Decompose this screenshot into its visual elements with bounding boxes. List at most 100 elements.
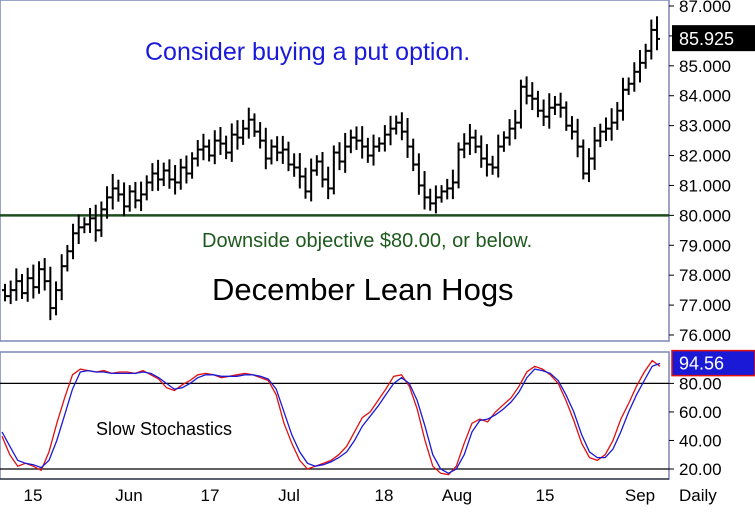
price-bar (364, 137, 371, 163)
price-bar (228, 123, 235, 162)
price-bar (53, 281, 60, 316)
stochastics-value-badge (671, 349, 755, 377)
price-bar (274, 136, 281, 162)
price-bar (557, 92, 564, 118)
price-bar (194, 140, 201, 167)
price-bar (483, 144, 490, 177)
price-bar (166, 159, 173, 189)
last-price-badge (672, 25, 755, 52)
date-tick-label: 17 (201, 486, 220, 505)
price-bar (495, 134, 502, 178)
price-panel (0, 0, 670, 342)
price-panel-frame (0, 0, 670, 342)
price-bar (631, 62, 638, 92)
price-tick-label: 80.000 (679, 206, 731, 225)
stochastics-tick-label: 40.00 (679, 431, 722, 450)
date-tick-label: Jul (278, 486, 300, 505)
price-tick-label: 84.000 (679, 87, 731, 106)
period-label: Daily (679, 486, 717, 505)
price-bar (376, 137, 383, 152)
price-bar (370, 134, 377, 166)
price-bar (625, 77, 632, 95)
price-axis: 76.000 77.000 78.000 79.000 80.000 81.000 82.0… (669, 0, 755, 345)
price-bar (444, 178, 451, 200)
price-bar (398, 112, 405, 141)
stochastics-panel (0, 351, 670, 480)
price-bar (217, 126, 224, 155)
price-bar (517, 79, 524, 129)
price-bar (92, 204, 99, 242)
price-bar (132, 181, 139, 209)
price-bar (636, 50, 643, 83)
price-bar (268, 139, 275, 165)
stochastics-k-line (1, 359, 661, 476)
price-bar (546, 93, 553, 129)
price-bar (149, 163, 156, 192)
price-bar (126, 185, 133, 212)
price-bar (36, 261, 43, 294)
stochastics-d-line (1, 362, 661, 475)
price-tick-label: 76.000 (679, 326, 731, 345)
price-bar (529, 82, 536, 111)
price-bar (580, 139, 587, 180)
price-bar (489, 155, 496, 175)
price-bar (87, 207, 94, 233)
price-bar (336, 142, 343, 171)
price-bar (251, 113, 258, 137)
price-bar (608, 108, 615, 141)
date-tick-label: Aug (442, 486, 472, 505)
price-bar (155, 159, 162, 191)
date-tick-label: Jun (115, 486, 142, 505)
price-bar (121, 182, 128, 217)
price-bar (211, 130, 218, 165)
price-bar (387, 115, 394, 146)
date-axis: 15 Jun 17 Jul 18 Aug 15 Sep Daily (0, 478, 717, 505)
price-bar (614, 101, 621, 130)
last-price-label: 85.925 (679, 29, 734, 49)
price-bar (563, 101, 570, 131)
price-bar (319, 151, 326, 188)
price-bar (70, 223, 77, 260)
price-bar (325, 166, 332, 200)
price-bar (58, 254, 65, 301)
stochastics-tick-label: 80.00 (679, 374, 722, 393)
price-bar (13, 268, 20, 301)
price-bars (2, 16, 660, 321)
price-bar (177, 158, 184, 190)
price-bar (654, 16, 660, 51)
price-bar (506, 119, 513, 146)
downside-objective-note: Downside objective $80.00, or below. (202, 230, 533, 252)
price-bar (262, 127, 269, 170)
price-bar (432, 185, 439, 214)
price-bar (415, 153, 422, 195)
price-bar (64, 244, 71, 272)
price-bar (41, 258, 48, 291)
price-bar (359, 126, 366, 159)
price-bar (500, 131, 507, 152)
price-tick-label: 83.000 (679, 117, 731, 136)
price-bar (104, 186, 111, 219)
price-tick-label: 85.000 (679, 57, 731, 76)
price-bar (189, 152, 196, 179)
price-bar (24, 267, 31, 302)
price-bar (342, 132, 349, 173)
price-bar (81, 217, 88, 234)
price-bar (466, 123, 473, 155)
price-tick-label: 87.000 (679, 0, 731, 16)
price-bar (172, 165, 179, 195)
price-bar (206, 139, 213, 162)
price-tick-label: 79.000 (679, 236, 731, 255)
price-bar (619, 77, 626, 121)
price-bar (421, 171, 428, 210)
price-tick-label: 78.000 (679, 266, 731, 285)
price-bar (591, 126, 598, 170)
price-bar (404, 117, 411, 158)
price-bar (257, 122, 264, 149)
price-bar (568, 116, 575, 140)
price-bar (223, 135, 230, 160)
stochastics-label: Slow Stochastics (96, 419, 233, 439)
price-bar (410, 138, 417, 172)
price-bar (534, 90, 541, 118)
price-bar (512, 109, 519, 140)
